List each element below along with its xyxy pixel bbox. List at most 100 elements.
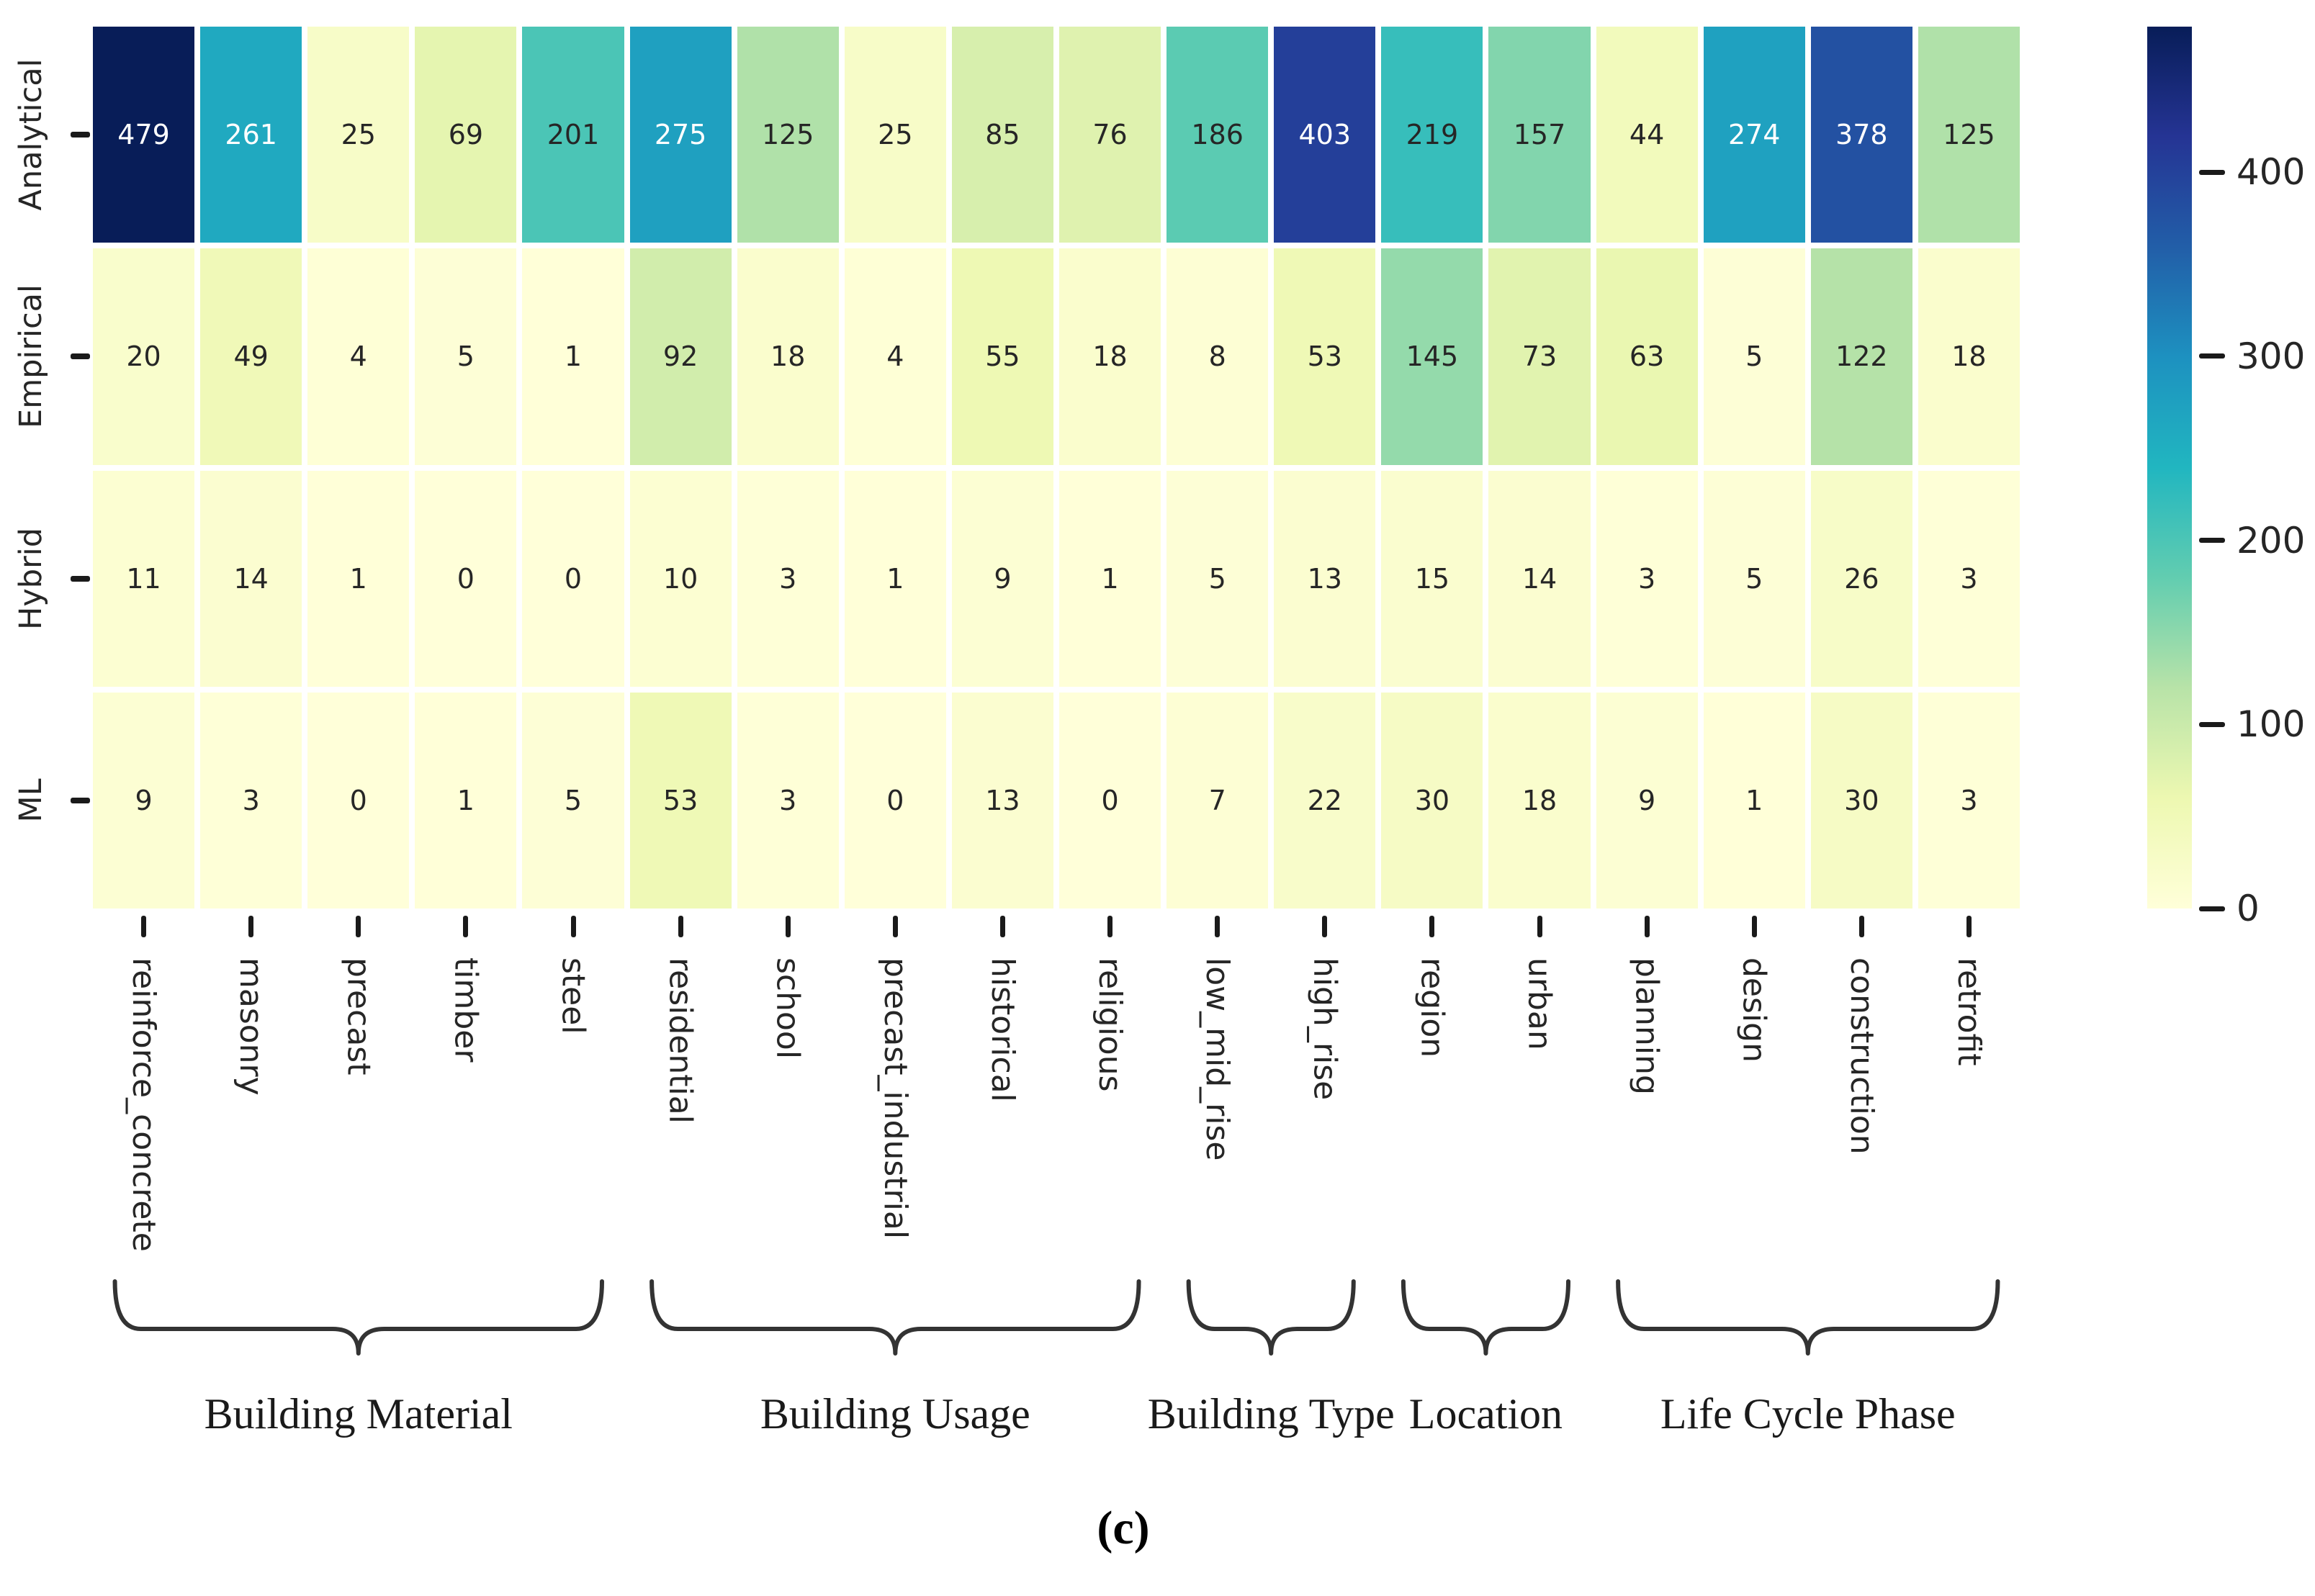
heatmap-cell: 69 [415, 27, 517, 243]
x-tick-label: precast [340, 957, 377, 1076]
y-tick-label: ML [13, 778, 49, 823]
group-label: Building Type [1147, 1390, 1395, 1438]
heatmap-cell: 18 [1918, 248, 2020, 465]
x-tick-label: religious [1092, 957, 1129, 1092]
heatmap-cell: 4 [307, 248, 410, 465]
heatmap-cell: 22 [1274, 692, 1376, 909]
x-tick-mark [1751, 916, 1757, 937]
colorbar-tick-mark [2199, 353, 2225, 359]
x-tick-label: masonry [233, 957, 270, 1096]
heatmap-cell: 53 [629, 692, 732, 909]
y-tick-mark [71, 132, 90, 138]
x-tick-label: construction [1843, 957, 1880, 1155]
heatmap-cell: 20 [93, 248, 195, 465]
heatmap-cell: 201 [522, 27, 624, 243]
x-tick-mark [248, 916, 254, 937]
heatmap-cell: 14 [1488, 470, 1591, 687]
heatmap-cell: 4 [844, 248, 946, 465]
x-tick-label: reinforce_concrete [125, 957, 163, 1252]
x-tick-label: precast_industrial [876, 957, 914, 1240]
heatmap-cell: 0 [307, 692, 410, 909]
y-tick-mark [71, 353, 90, 360]
x-tick-label: design [1735, 957, 1773, 1063]
heatmap-cell: 63 [1596, 248, 1698, 465]
heatmap-cell: 0 [415, 470, 517, 687]
heatmap-cell: 44 [1596, 27, 1698, 243]
heatmap-cell: 3 [737, 692, 839, 909]
heatmap-cell: 53 [1274, 248, 1376, 465]
heatmap-cell: 3 [1918, 692, 2020, 909]
heatmap-cell: 219 [1381, 27, 1483, 243]
group-brace [649, 1279, 1141, 1356]
heatmap-cell: 3 [737, 470, 839, 687]
heatmap-cell: 9 [951, 470, 1053, 687]
heatmap-cell: 1 [844, 470, 946, 687]
colorbar-tick-mark [2199, 169, 2225, 175]
group-label: Building Usage [760, 1390, 1030, 1438]
heatmap-cell: 25 [307, 27, 410, 243]
group-label: Life Cycle Phase [1660, 1390, 1956, 1438]
heatmap-cell: 10 [629, 470, 732, 687]
heatmap-cell: 1 [1703, 692, 1805, 909]
colorbar-tick-label: 0 [2237, 888, 2260, 929]
heatmap-cell: 15 [1381, 470, 1483, 687]
heatmap-cell: 3 [1596, 470, 1698, 687]
heatmap-cell: 18 [737, 248, 839, 465]
x-tick-mark [141, 916, 147, 937]
group-label: Building Material [204, 1390, 513, 1438]
heatmap-cell: 8 [1167, 248, 1269, 465]
x-tick-mark [678, 916, 683, 937]
y-tick-mark [71, 575, 90, 582]
heatmap-cell: 378 [1810, 27, 1912, 243]
heatmap-cell: 76 [1059, 27, 1161, 243]
heatmap-cell: 73 [1488, 248, 1591, 465]
x-tick-mark [785, 916, 791, 937]
heatmap-cell: 13 [951, 692, 1053, 909]
x-tick-label: residential [662, 957, 699, 1124]
x-tick-label: timber [447, 957, 485, 1063]
heatmap-cell: 11 [93, 470, 195, 687]
heatmap-cell: 0 [844, 692, 946, 909]
heatmap-cell: 3 [1918, 470, 2020, 687]
y-tick-mark [71, 797, 90, 803]
heatmap-cell: 5 [522, 692, 624, 909]
heatmap-cell: 25 [844, 27, 946, 243]
colorbar [2147, 27, 2192, 909]
heatmap-cell: 145 [1381, 248, 1483, 465]
figure-caption: (c) [1097, 1502, 1150, 1554]
x-tick-mark [1215, 916, 1221, 937]
heatmap-cell: 1 [1059, 470, 1161, 687]
heatmap-cell: 274 [1703, 27, 1805, 243]
x-tick-label: region [1413, 957, 1451, 1058]
x-tick-mark [1537, 916, 1542, 937]
heatmap-cell: 18 [1488, 692, 1591, 909]
heatmap-cell: 1 [522, 248, 624, 465]
heatmap-grid: 479 261 25 69 201 275 125 25 85 76 186 403 219 157 44 2… [93, 27, 2020, 909]
x-tick-label: retrofit [1950, 957, 1987, 1066]
colorbar-tick-label: 100 [2237, 703, 2306, 746]
x-tick-label: urban [1521, 957, 1558, 1050]
x-tick-mark [570, 916, 576, 937]
heatmap-cell: 1 [415, 692, 517, 909]
group-brace [1616, 1279, 2000, 1356]
x-tick-label: steel [554, 957, 592, 1034]
group-braces [112, 1279, 2000, 1356]
heatmap-cell: 0 [522, 470, 624, 687]
colorbar-tick-mark [2199, 721, 2225, 727]
heatmap-cell: 275 [629, 27, 732, 243]
y-tick-label: Analytical [13, 58, 49, 211]
heatmap-cell: 85 [951, 27, 1053, 243]
heatmap-cell: 9 [93, 692, 195, 909]
y-tick-label: Empirical [13, 284, 49, 429]
x-tick-mark [463, 916, 469, 937]
colorbar-tick-label: 300 [2237, 335, 2306, 377]
x-tick-label: school [769, 957, 806, 1060]
heatmap-cell: 49 [200, 248, 302, 465]
x-tick-mark [999, 916, 1005, 937]
x-tick-mark [1322, 916, 1328, 937]
x-tick-label: historical [984, 957, 1021, 1102]
heatmap-cell: 9 [1596, 692, 1698, 909]
x-tick-label: planning [1628, 957, 1666, 1095]
heatmap-cell: 5 [1703, 248, 1805, 465]
